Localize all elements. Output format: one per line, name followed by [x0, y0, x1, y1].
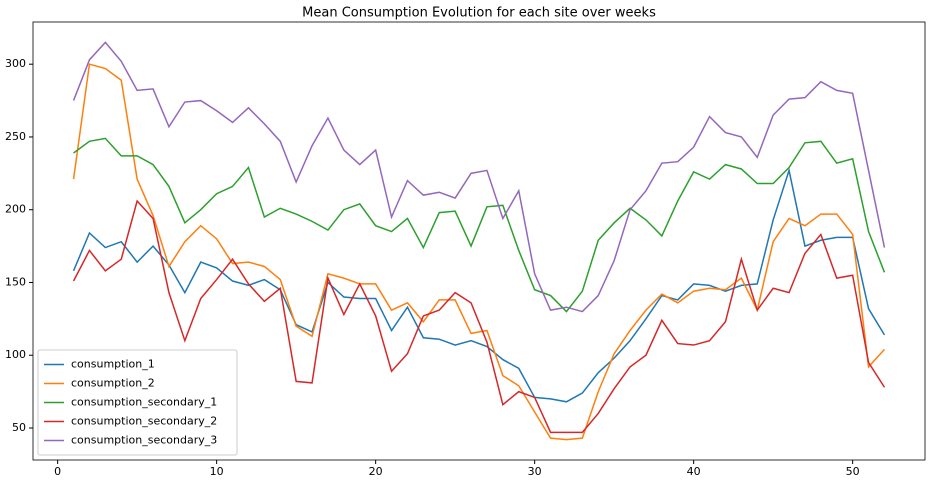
- y-tick-label: 250: [5, 130, 26, 143]
- y-tick-label: 100: [5, 348, 26, 361]
- legend: consumption_1 consumption_2 consumption_se…: [37, 349, 238, 456]
- y-tick-label: 300: [5, 57, 26, 70]
- y-tick-label: 50: [12, 421, 26, 434]
- legend-label: consumption_secondary_3: [71, 434, 217, 447]
- legend-box: [37, 349, 238, 456]
- y-tick-label: 200: [5, 203, 26, 216]
- series-line: [72, 199, 886, 434]
- x-tick-label: 30: [528, 465, 542, 478]
- series-line: [73, 137, 886, 313]
- legend-label: consumption_secondary_2: [71, 415, 217, 428]
- legend-label: consumption_2: [71, 377, 155, 390]
- x-tick-label: 50: [846, 465, 860, 478]
- chart-title: Mean Consumption Evolution for each site…: [302, 6, 656, 21]
- legend-label: consumption_1: [71, 358, 155, 371]
- legend-label: consumption_secondary_1: [71, 396, 217, 409]
- x-tick-label: 0: [54, 465, 61, 478]
- x-tick-label: 10: [210, 465, 224, 478]
- x-tick-label: 20: [369, 465, 383, 478]
- series-line: [72, 63, 886, 441]
- series-line: [72, 41, 886, 313]
- y-tick-label: 150: [5, 275, 26, 288]
- plot-frame: [32, 21, 926, 461]
- x-tick-label: 40: [687, 465, 701, 478]
